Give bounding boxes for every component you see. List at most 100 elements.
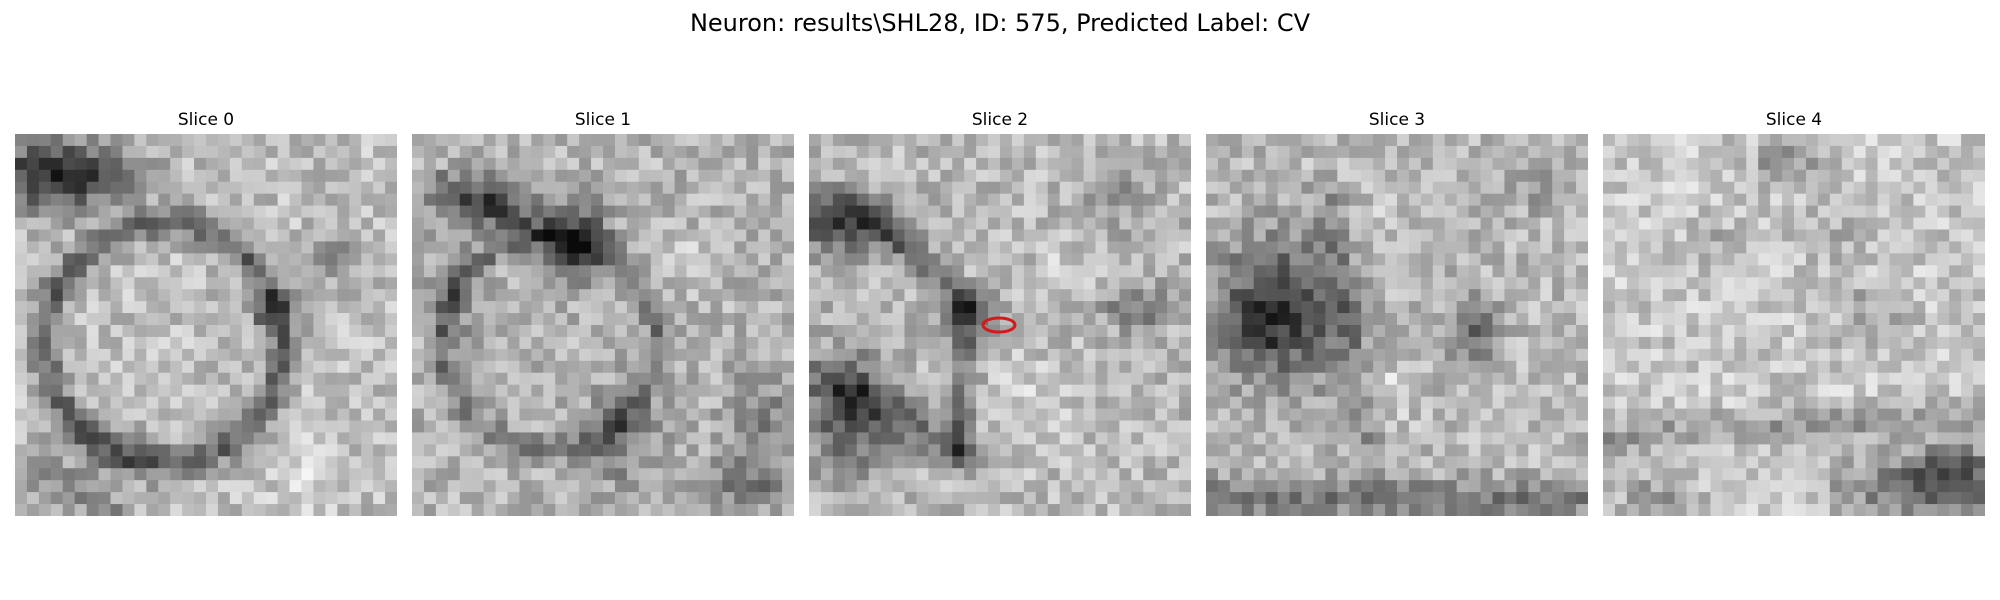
pixel xyxy=(277,169,291,183)
pixel xyxy=(423,301,437,314)
pixel xyxy=(880,253,894,266)
pixel xyxy=(1614,301,1628,314)
pixel xyxy=(385,265,397,278)
pixel xyxy=(1877,134,1891,147)
pixel xyxy=(1095,253,1109,266)
pixel xyxy=(603,253,616,266)
pixel xyxy=(1504,205,1517,219)
pixel xyxy=(1456,169,1470,183)
pixel xyxy=(940,348,953,362)
pixel xyxy=(844,289,858,302)
pixel xyxy=(495,384,509,398)
pixel xyxy=(206,229,219,243)
pixel xyxy=(373,492,386,505)
pixel xyxy=(1492,480,1506,493)
pixel xyxy=(1035,289,1049,302)
pixel xyxy=(1023,134,1037,147)
pixel xyxy=(591,480,604,493)
pixel xyxy=(1155,241,1168,254)
pixel xyxy=(1770,360,1783,374)
pixel xyxy=(1805,229,1819,243)
pixel xyxy=(1650,372,1664,386)
pixel xyxy=(1758,241,1771,254)
pixel xyxy=(710,241,723,254)
pixel xyxy=(1746,444,1759,457)
pixel xyxy=(844,301,858,314)
pixel xyxy=(158,348,171,362)
pixel xyxy=(313,265,326,278)
pixel xyxy=(1349,480,1362,493)
pixel xyxy=(880,325,894,338)
pixel xyxy=(1325,241,1338,254)
pixel xyxy=(567,396,580,410)
pixel xyxy=(1468,420,1482,434)
pixel xyxy=(1253,181,1267,195)
pixel xyxy=(844,444,858,457)
pixel xyxy=(1337,325,1350,338)
pixel xyxy=(603,360,616,374)
pixel xyxy=(809,336,822,350)
pixel xyxy=(832,348,846,362)
pixel xyxy=(1047,492,1061,505)
pixel xyxy=(1313,301,1326,314)
pixel xyxy=(349,396,362,410)
pixel xyxy=(1949,325,1962,338)
pixel xyxy=(519,468,532,481)
pixel xyxy=(1167,348,1180,362)
pixel xyxy=(471,384,485,398)
pixel xyxy=(1059,480,1073,493)
pixel xyxy=(844,313,858,326)
pixel xyxy=(146,205,159,219)
pixel xyxy=(98,492,112,505)
pixel xyxy=(976,253,989,266)
pixel xyxy=(1059,420,1073,434)
pixel xyxy=(1650,265,1664,278)
pixel xyxy=(1576,372,1588,386)
pixel xyxy=(567,134,580,147)
pixel xyxy=(1277,277,1291,290)
pixel xyxy=(1277,348,1291,362)
pixel xyxy=(459,241,473,254)
pixel xyxy=(734,384,747,398)
pixel xyxy=(1638,217,1652,231)
pixel xyxy=(746,408,759,422)
pixel xyxy=(26,396,40,410)
pixel xyxy=(1397,480,1410,493)
pixel xyxy=(614,372,628,386)
pixel xyxy=(1420,348,1434,362)
pixel xyxy=(1638,336,1652,350)
pixel xyxy=(1408,408,1422,422)
pixel xyxy=(1925,157,1938,171)
pixel xyxy=(1576,408,1588,422)
pixel xyxy=(1865,348,1879,362)
pixel xyxy=(1301,289,1315,302)
pixel xyxy=(1179,360,1191,374)
pixel xyxy=(892,456,906,469)
pixel xyxy=(1877,145,1891,159)
pixel xyxy=(1179,372,1191,386)
pixel xyxy=(1107,193,1120,207)
pixel xyxy=(1313,241,1326,254)
pixel xyxy=(1349,301,1362,314)
pixel xyxy=(1456,456,1470,469)
pixel xyxy=(856,432,870,445)
pixel xyxy=(15,145,28,159)
pixel xyxy=(373,289,386,302)
pixel xyxy=(1408,157,1422,171)
pixel xyxy=(1468,468,1482,481)
pixel xyxy=(519,360,532,374)
pixel xyxy=(217,134,231,147)
pixel xyxy=(507,241,521,254)
pixel xyxy=(832,145,846,159)
pixel xyxy=(86,384,100,398)
pixel xyxy=(1083,229,1097,243)
pixel xyxy=(1432,372,1446,386)
pixel xyxy=(1841,325,1855,338)
pixel xyxy=(1361,169,1374,183)
pixel xyxy=(591,432,604,445)
pixel xyxy=(1552,241,1565,254)
pixel xyxy=(1552,301,1565,314)
pixel xyxy=(820,277,834,290)
pixel xyxy=(1071,205,1085,219)
pixel xyxy=(1313,468,1326,481)
